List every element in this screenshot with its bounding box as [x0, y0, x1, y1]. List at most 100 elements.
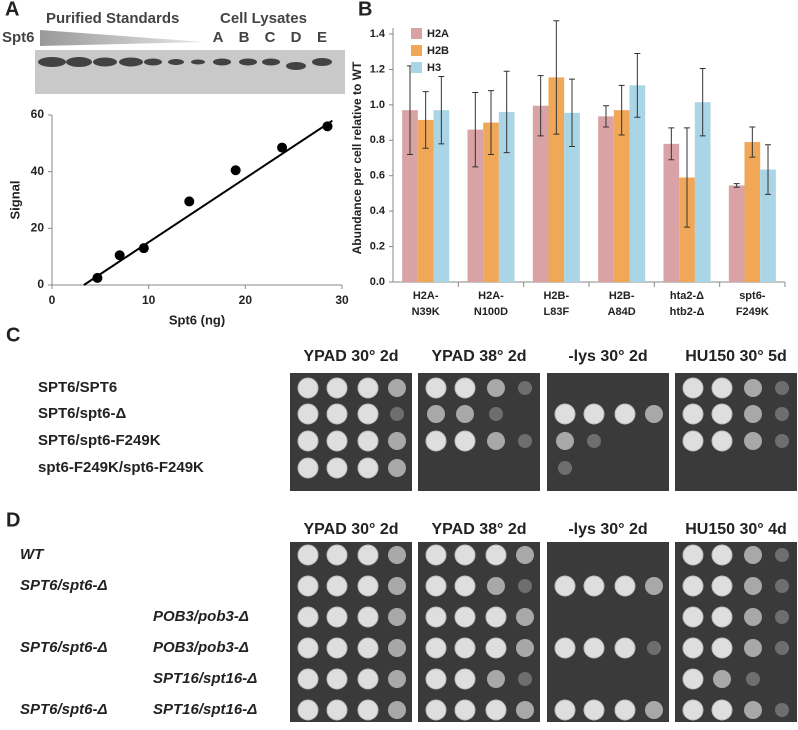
- strain-label: spt6-F249K/spt6-F249K: [38, 459, 204, 476]
- band: [119, 57, 143, 67]
- x-axis-label: Spt6 (ng): [169, 312, 225, 327]
- strain-label: SPT6/spt6-Δ: [20, 639, 108, 656]
- error-bar: [537, 75, 544, 137]
- spot: [682, 403, 704, 425]
- plate-header: YPAD 30° 2d: [303, 348, 398, 365]
- bar: [679, 177, 695, 282]
- bar: [532, 105, 549, 282]
- band: [66, 57, 92, 67]
- bar: [663, 143, 680, 282]
- lane-label: C: [265, 29, 276, 46]
- spot: [775, 407, 789, 421]
- plate-header: -lys 30° 2d: [568, 521, 647, 538]
- point: [138, 243, 149, 254]
- blot-title: Purified Standards: [46, 10, 179, 27]
- x-tick-label: H2B-: [543, 290, 569, 302]
- legend-label: H2B: [427, 45, 449, 57]
- point: [92, 272, 103, 283]
- y-tick-label: 0.0: [370, 276, 385, 288]
- spot: [326, 377, 348, 399]
- legend-swatch: [411, 45, 422, 56]
- spot: [425, 606, 447, 628]
- error-bar: [422, 91, 429, 149]
- spot: [454, 430, 476, 452]
- blot-protein: Spt6: [2, 29, 35, 46]
- spot: [297, 699, 319, 721]
- band: [191, 59, 205, 65]
- point: [322, 121, 333, 132]
- spot: [454, 606, 476, 628]
- spot: [682, 699, 704, 721]
- strain-label: POB3/pob3-Δ: [153, 639, 249, 656]
- spot: [744, 432, 762, 450]
- bar: [417, 119, 434, 283]
- spot: [744, 405, 762, 423]
- spot: [583, 403, 605, 425]
- x-tick-label: 0: [49, 293, 56, 307]
- spot: [518, 672, 532, 686]
- spot: [744, 546, 762, 564]
- strain-label: SPT6/spt6-F249K: [38, 432, 161, 449]
- panel-label: D: [6, 509, 20, 531]
- band: [262, 58, 280, 66]
- spot: [425, 430, 447, 452]
- spot: [427, 405, 445, 423]
- spot: [614, 575, 636, 597]
- spot: [711, 699, 733, 721]
- bar: [433, 110, 450, 283]
- spot: [454, 377, 476, 399]
- spot: [326, 430, 348, 452]
- plate-header: -lys 30° 2d: [568, 348, 647, 365]
- spot: [518, 579, 532, 593]
- error-bar: [765, 144, 772, 195]
- spot: [554, 637, 576, 659]
- error-bar: [438, 76, 445, 145]
- x-tick-label: hta2-Δ: [670, 290, 704, 302]
- x-tick-label: htb2-Δ: [670, 306, 705, 318]
- lane-label: A: [213, 29, 224, 46]
- spot: [487, 577, 505, 595]
- bar: [694, 102, 711, 282]
- point: [184, 196, 195, 207]
- legend-swatch: [411, 28, 422, 39]
- x-tick-label: A84D: [608, 306, 636, 318]
- spot: [357, 377, 379, 399]
- spot: [326, 668, 348, 690]
- spot: [454, 544, 476, 566]
- spot: [711, 637, 733, 659]
- spot: [775, 381, 789, 395]
- x-tick-label: 10: [142, 293, 156, 307]
- band: [38, 57, 66, 67]
- lane-label: B: [239, 29, 250, 46]
- spot: [388, 459, 406, 477]
- error-bar: [668, 127, 675, 161]
- y-tick-label: 60: [31, 107, 45, 121]
- spot: [388, 608, 406, 626]
- y-tick-label: 0.8: [370, 134, 385, 146]
- spot: [454, 668, 476, 690]
- y-tick-label: 0.6: [370, 170, 385, 182]
- spot: [297, 403, 319, 425]
- spot: [454, 575, 476, 597]
- plate-header: YPAD 38° 2d: [431, 348, 526, 365]
- spot: [425, 699, 447, 721]
- spot: [746, 672, 760, 686]
- spot: [297, 544, 319, 566]
- strain-label: SPT16/spt16-Δ: [153, 701, 257, 718]
- spot: [711, 606, 733, 628]
- spot: [388, 546, 406, 564]
- panel-label: C: [6, 324, 20, 346]
- spot: [388, 670, 406, 688]
- spot: [587, 434, 601, 448]
- spot: [425, 637, 447, 659]
- point: [277, 142, 288, 153]
- error-bar: [503, 70, 510, 154]
- band: [213, 58, 231, 66]
- plate-header: YPAD 30° 2d: [303, 521, 398, 538]
- y-tick-label: 1.4: [370, 28, 386, 40]
- error-bar: [749, 126, 756, 158]
- spot: [390, 407, 404, 421]
- spot: [554, 403, 576, 425]
- spot: [744, 701, 762, 719]
